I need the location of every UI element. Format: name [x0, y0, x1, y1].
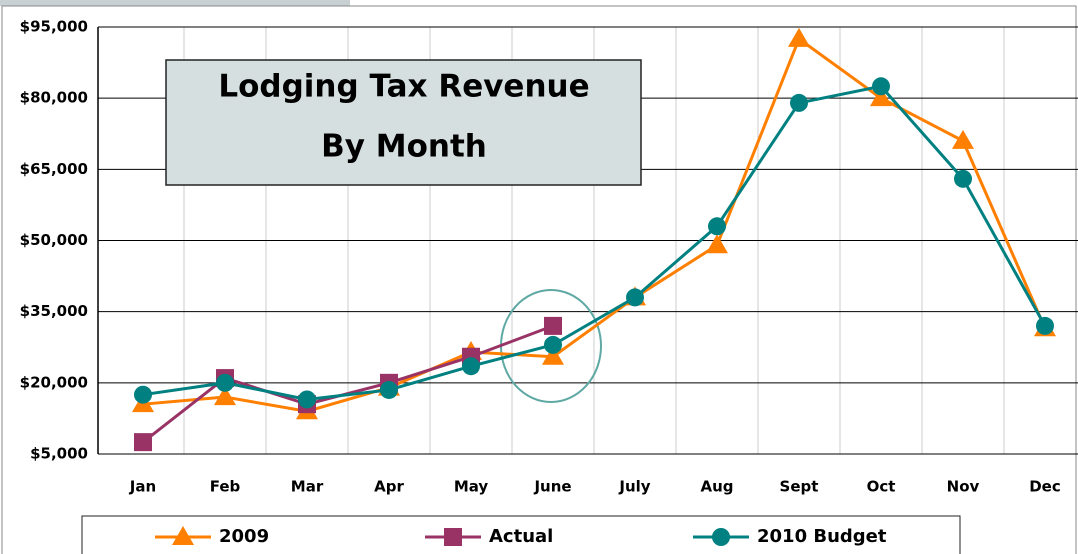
- legend-label: Actual: [489, 526, 553, 547]
- legend-label: 2010 Budget: [757, 526, 887, 547]
- x-tick-label: Nov: [947, 478, 980, 496]
- slide-bar: [0, 0, 350, 6]
- x-tick-label: Jan: [129, 478, 156, 496]
- y-tick-label: $35,000: [20, 302, 88, 320]
- legend-label: 2009: [219, 526, 269, 547]
- marker: [444, 528, 462, 546]
- marker: [298, 390, 316, 409]
- marker: [216, 373, 234, 392]
- marker: [790, 93, 808, 112]
- marker: [544, 316, 562, 335]
- y-tick-label: $20,000: [20, 373, 88, 391]
- chart-title: By Month: [321, 129, 487, 165]
- series-line: [142, 36, 1047, 413]
- marker: [214, 386, 236, 406]
- title-box: [165, 59, 642, 186]
- chart-frame: [1, 5, 1077, 554]
- marker: [954, 169, 972, 188]
- marker: [380, 380, 398, 399]
- y-tick-label: $65,000: [20, 160, 88, 178]
- marker: [172, 526, 194, 545]
- x-tick-label: June: [533, 478, 571, 496]
- marker: [788, 27, 810, 47]
- x-tick-label: Dec: [1029, 478, 1061, 496]
- y-tick-label: $50,000: [20, 231, 88, 249]
- x-tick-label: Mar: [291, 478, 324, 496]
- marker: [626, 288, 644, 307]
- marker: [870, 87, 892, 107]
- marker: [952, 129, 974, 149]
- x-tick-label: July: [618, 478, 650, 496]
- y-tick-label: $80,000: [20, 89, 88, 107]
- x-tick-label: Oct: [867, 478, 896, 496]
- x-tick-label: Feb: [210, 478, 241, 496]
- y-tick-label: $95,000: [20, 18, 88, 36]
- y-tick-label: $5,000: [30, 445, 88, 463]
- marker: [462, 357, 480, 376]
- chart-title: Lodging Tax Revenue: [218, 69, 589, 105]
- marker: [542, 345, 564, 365]
- x-tick-label: Apr: [374, 478, 404, 496]
- x-tick-label: May: [454, 478, 489, 496]
- marker: [872, 77, 890, 96]
- series-line: [142, 84, 1047, 401]
- marker: [134, 433, 152, 452]
- legend-box: [81, 515, 961, 554]
- marker: [134, 385, 152, 404]
- x-tick-label: Aug: [700, 478, 733, 496]
- marker: [712, 528, 730, 546]
- marker: [708, 217, 726, 236]
- marker: [544, 335, 562, 354]
- marker: [706, 234, 728, 254]
- x-tick-label: Sept: [780, 478, 819, 496]
- marker: [1036, 316, 1054, 335]
